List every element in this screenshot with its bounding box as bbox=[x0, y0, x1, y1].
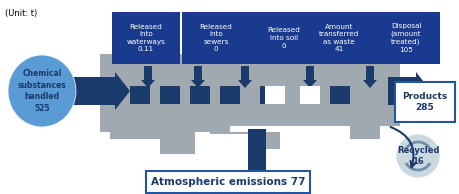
Text: Released
into
sewers
0: Released into sewers 0 bbox=[200, 24, 232, 52]
Text: (Unit: t): (Unit: t) bbox=[5, 9, 37, 18]
Bar bbox=[130, 86, 150, 104]
Polygon shape bbox=[300, 122, 380, 139]
FancyArrow shape bbox=[191, 66, 205, 88]
Bar bbox=[260, 86, 280, 104]
FancyArrow shape bbox=[363, 66, 377, 88]
FancyBboxPatch shape bbox=[120, 58, 400, 126]
Text: Products
285: Products 285 bbox=[403, 92, 448, 112]
Ellipse shape bbox=[8, 55, 76, 127]
Text: Chemical
substances
handled
525: Chemical substances handled 525 bbox=[17, 69, 67, 113]
FancyBboxPatch shape bbox=[372, 12, 440, 64]
Polygon shape bbox=[110, 132, 195, 154]
Polygon shape bbox=[210, 132, 280, 149]
Bar bbox=[300, 86, 320, 104]
FancyBboxPatch shape bbox=[395, 82, 455, 122]
FancyArrow shape bbox=[303, 66, 317, 88]
FancyArrow shape bbox=[388, 72, 431, 110]
Text: Recycled
16: Recycled 16 bbox=[397, 146, 439, 166]
Bar bbox=[330, 86, 350, 104]
Polygon shape bbox=[100, 54, 230, 132]
FancyArrow shape bbox=[242, 176, 272, 191]
FancyBboxPatch shape bbox=[112, 12, 180, 64]
FancyBboxPatch shape bbox=[146, 171, 310, 193]
Text: Released
into soil
0: Released into soil 0 bbox=[268, 28, 301, 48]
Bar bbox=[190, 86, 210, 104]
Bar bbox=[248, 129, 266, 174]
Polygon shape bbox=[230, 64, 390, 122]
FancyBboxPatch shape bbox=[305, 12, 373, 64]
FancyArrow shape bbox=[238, 66, 252, 88]
Bar bbox=[265, 86, 285, 104]
FancyArrow shape bbox=[141, 66, 155, 88]
Text: Disposal
(amount
treated)
105: Disposal (amount treated) 105 bbox=[391, 23, 421, 53]
Bar bbox=[300, 86, 320, 104]
Text: Released
into
waterways
0.11: Released into waterways 0.11 bbox=[127, 24, 165, 52]
Bar bbox=[220, 86, 240, 104]
Text: Atmospheric emissions 77: Atmospheric emissions 77 bbox=[151, 177, 305, 187]
Circle shape bbox=[396, 134, 440, 178]
FancyBboxPatch shape bbox=[250, 12, 318, 64]
Text: Amount
transferred
as waste
41: Amount transferred as waste 41 bbox=[319, 24, 359, 52]
FancyArrow shape bbox=[60, 72, 130, 110]
Bar bbox=[160, 86, 180, 104]
FancyBboxPatch shape bbox=[182, 12, 250, 64]
